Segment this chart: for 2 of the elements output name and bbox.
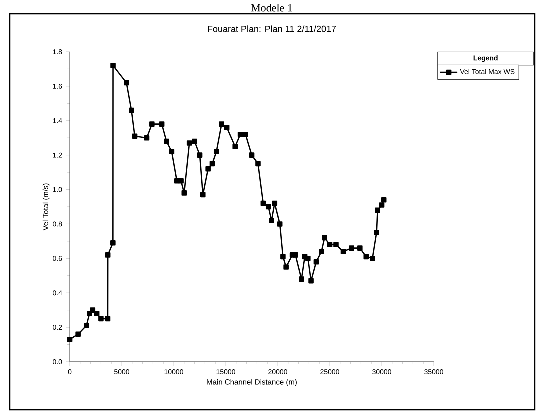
- chart-title: Modele 1: [251, 4, 292, 12]
- chart-subtitle: Fouarat Plan: Plan 11 2/11/2017: [208, 26, 336, 32]
